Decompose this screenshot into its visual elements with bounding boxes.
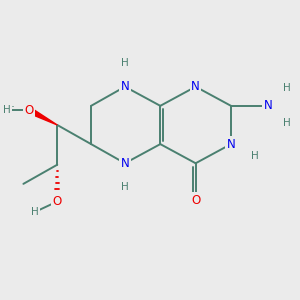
Text: N: N [191,80,200,93]
Text: H: H [31,207,39,217]
Text: N: N [226,138,235,151]
Text: ·: · [40,203,44,216]
Text: O: O [191,194,200,207]
Text: H: H [3,105,11,115]
Text: H: H [121,58,129,68]
Text: O: O [25,104,34,117]
Text: H: H [283,118,291,128]
Text: H: H [121,182,129,192]
Text: ·: · [11,101,15,114]
Text: N: N [263,99,272,112]
Polygon shape [28,108,57,125]
Text: N: N [121,80,129,93]
Text: H: H [283,83,291,93]
Text: O: O [52,195,62,208]
Text: H: H [251,151,258,161]
Text: N: N [121,157,129,170]
